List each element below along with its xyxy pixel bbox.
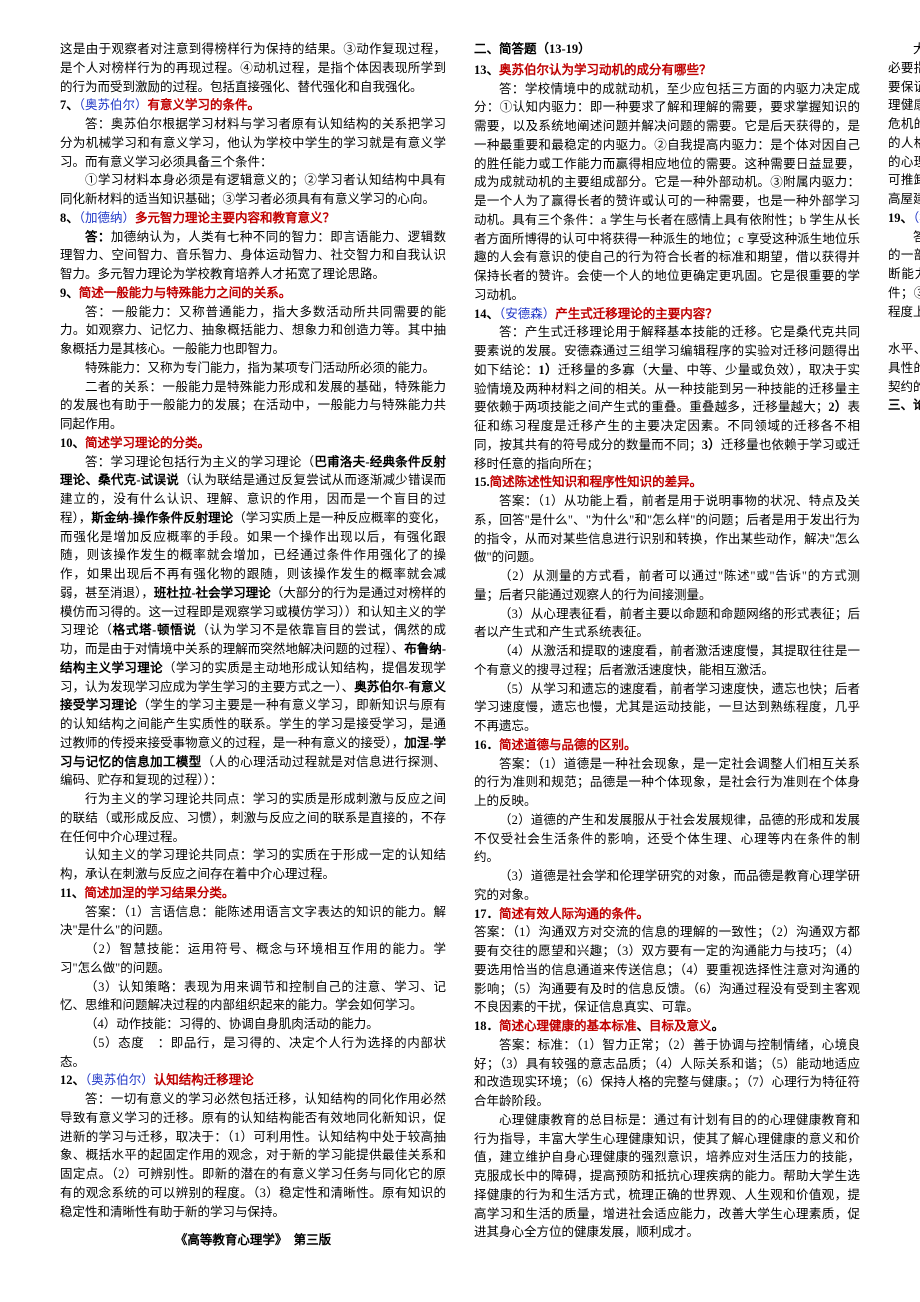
q10-num: 10、 xyxy=(60,436,85,450)
q17-heading: 17．简述有效人际沟通的条件。 xyxy=(474,905,860,924)
q9-a: 答：一般能力：又称普通能力，指大多数活动所共同需要的能力。如观察力、记忆力、抽象… xyxy=(60,303,446,359)
q16-num: 16． xyxy=(474,738,499,752)
q16-b: （2）道德的产生和发展服从于社会发展规律，品德的形成和发展不仅受社会生活条件的影… xyxy=(474,811,860,867)
q7-answer-b: ①学习材料本身必须是有逻辑意义的；②学习者认知结构中具有同化新材料的适当知识基础… xyxy=(60,171,446,209)
q9-heading: 9、简述一般能力与特殊能力之间的关系。 xyxy=(60,284,446,303)
section-title: 《高等教育心理学》 第三版 xyxy=(60,1231,446,1250)
q16-c: （3）道德是社会学和伦理学研究的对象，而品德是教育心理学研究的对象。 xyxy=(474,867,860,905)
q15-heading: 15.简述陈述性知识和程序性知识的差异。 xyxy=(474,473,860,492)
q13-num: 13、 xyxy=(474,63,499,77)
q18-b: 心理健康教育的总目标是：通过有计划有目的的心理健康教育和行为指导，丰富大学生心理… xyxy=(474,1111,860,1242)
q11-title: 简述加涅的学习结果分类。 xyxy=(84,886,234,900)
q8-a-text: 加德纳认为，人类有七种不同的智力：即言语能力、逻辑数理智力、空间智力、音乐智力、… xyxy=(60,230,446,282)
q9-title: 简述一般能力与特殊能力之间的关系。 xyxy=(79,286,292,300)
q14-heading: 14、（安德森）产生式迁移理论的主要内容？ xyxy=(474,305,860,324)
q19-author: （柯尔伯格） xyxy=(913,211,920,225)
q19-a: 答： （1）道德发展与认知发展。认为：①道德的发展是认识发展的一部分；②道德判断… xyxy=(888,228,920,322)
q9-b: 特殊能力：又称为专门能力，指为某项专门活动所必须的能力。 xyxy=(60,359,446,378)
q9-num: 9、 xyxy=(60,286,79,300)
q8-title: 多元智力理论主要内容和教育意义？ xyxy=(135,211,335,225)
q17-num: 17． xyxy=(474,907,499,921)
q10-body: 答：学习理论包括行为主义的学习理论（巴甫洛夫-经典条件反射理论、桑代克-试误说（… xyxy=(60,453,446,791)
section-sub: 二、简答题（13-19） xyxy=(474,40,860,59)
q12-title: 认知结构迁移理论 xyxy=(154,1073,254,1087)
q14-num: 14、 xyxy=(474,307,499,321)
q12-author: （奥苏伯尔） xyxy=(85,1073,154,1087)
q11-b: （2）智慧技能：运用符号、概念与环境相互作用的能力。学习"怎么做"的问题。 xyxy=(60,940,446,978)
q18-heading: 18．简述心理健康的基本标准、目标及意义。 xyxy=(474,1017,860,1036)
q18-c: 大学生心理健康教育的意义在于：①保障大学生身心健康发展的必要指导。健康的心态和良… xyxy=(888,40,920,209)
q19-heading: 19、（柯尔伯格）的道德发展理论（三个水平，六个阶段） xyxy=(888,209,920,228)
q10-b: 行为主义的学习理论共同点：学习的实质是形成刺激与反应之间的联结（或形成反应、习惯… xyxy=(60,790,446,846)
q8-heading: 8、（加德纳）多元智力理论主要内容和教育意义？ xyxy=(60,209,446,228)
q10-heading: 10、简述学习理论的分类。 xyxy=(60,434,446,453)
q14-title: 产生式迁移理论的主要内容？ xyxy=(555,307,718,321)
q10-c: 认知主义的学习理论共同点：学习的实质在于形成一定的认知结构，承认在刺激与反应之间… xyxy=(60,846,446,884)
q15-title: 简述陈述性知识和程序性知识的差异。 xyxy=(490,475,703,489)
q17-a: 答案：（1）沟通双方对交流的信息的理解的一致性；（2）沟通双方都要有交往的愿望和… xyxy=(474,923,860,1017)
q13-heading: 13、奥苏伯尔认为学习动机的成分有哪些？ xyxy=(474,61,860,80)
q11-e: （5）态度 ：即品行，是习得的、决定个人行为选择的内部状态。 xyxy=(60,1034,446,1072)
q11-heading: 11、简述加涅的学习结果分类。 xyxy=(60,884,446,903)
q15-a: 答案：（1）从功能上看，前者是用于说明事物的状况、特点及关系，回答"是什么"、"… xyxy=(474,492,860,567)
q15-e: （5）从学习和遗忘的速度看，前者学习速度快，遗忘也快；后者学习速度慢，遗忘也慢，… xyxy=(474,680,860,736)
q13-a: 答：学校情境中的成就动机，至少应包括三方面的内驱力决定成分：①认知内驱力：即一种… xyxy=(474,80,860,305)
section-3: 三、论述题（1） xyxy=(888,396,920,415)
q7-heading: 7、（奥苏伯尔）有意义学习的条件。 xyxy=(60,96,446,115)
q7-num: 7、 xyxy=(60,98,79,112)
q12-heading: 12、（奥苏伯尔）认知结构迁移理论 xyxy=(60,1071,446,1090)
q9-c: 二者的关系：一般能力是特殊能力形成和发展的基础，特殊能力的发展也有助于一般能力的… xyxy=(60,378,446,434)
intro-paragraph: 这是由于观察者对注意到得榜样行为保持的结果。③动作复现过程，是个人对榜样行为的再… xyxy=(60,40,446,96)
q15-b: （2）从测量的方式看，前者可以通过"陈述"或"告诉"的方式测量；后者只能通过观察… xyxy=(474,567,860,605)
q18-title-b: 目标及意义 xyxy=(649,1019,712,1033)
q8-a-label: 答： xyxy=(85,230,111,244)
q15-c: （3）从心理表征看，前者主要以命题和命题网络的形式表征；后者以产生式和产生式系统… xyxy=(474,605,860,643)
q8-author: （加德纳） xyxy=(79,211,135,225)
q7-answer-a: 答：奥苏伯尔根据学习材料与学习者原有认知结构的关系把学习分为机械学习和有意义学习… xyxy=(60,115,446,171)
q14-author: （安德森） xyxy=(499,307,555,321)
q15-num: 15. xyxy=(474,475,490,489)
q14-a: 答：产生式迁移理论用于解释基本技能的迁移。它是桑代克共同要素说的发展。安德森通过… xyxy=(474,323,860,473)
q12-num: 12、 xyxy=(60,1073,85,1087)
q17-title: 简述有效人际沟通的条件。 xyxy=(499,907,649,921)
q18-a: 答案：标准：（1）智力正常；（2）善于协调与控制情绪，心境良好；（3）具有较强的… xyxy=(474,1036,860,1111)
q18-num: 18． xyxy=(474,1019,499,1033)
q18-title-a: 简述心理健康的基本标准 xyxy=(499,1019,637,1033)
q16-a: 答案：（1）道德是一种社会现象，是一定社会调整人们相互关系的行为准则和规范；品德… xyxy=(474,755,860,811)
q10-title: 简述学习理论的分类。 xyxy=(85,436,210,450)
q15-d: （4）从激活和提取的速度看，前者激活速度慢，其提取往往是一个有意义的搜寻过程；后… xyxy=(474,642,860,680)
q16-title: 简述道德与品德的区别。 xyxy=(499,738,637,752)
q8-num: 8、 xyxy=(60,211,79,225)
q8-answer: 答：加德纳认为，人类有七种不同的智力：即言语能力、逻辑数理智力、空间智力、音乐智… xyxy=(60,228,446,284)
q7-author: （奥苏伯尔） xyxy=(79,98,148,112)
q16-heading: 16．简述道德与品德的区别。 xyxy=(474,736,860,755)
q19-b: （2）道德发展的三个水平、六个阶段模式。三个水平为：前习俗水平、习俗水平、后习俗… xyxy=(888,321,920,396)
q19-num: 19、 xyxy=(888,211,913,225)
q12-a: 答：一切有意义的学习必然包括迁移，认知结构的同化作用必然导致有意义学习的迁移。原… xyxy=(60,1090,446,1221)
q11-d: （4）动作技能：习得的、协调自身肌肉活动的能力。 xyxy=(60,1015,446,1034)
q11-c: （3）认知策略：表现为用来调节和控制自己的注意、学习、记忆、思维和问题解决过程的… xyxy=(60,978,446,1016)
q7-title: 有意义学习的条件。 xyxy=(148,98,261,112)
q11-num: 11、 xyxy=(60,886,84,900)
q11-a: 答案：（1）言语信息：能陈述用语言文字表达的知识的能力。解决"是什么"的问题。 xyxy=(60,903,446,941)
q13-title: 奥苏伯尔认为学习动机的成分有哪些？ xyxy=(499,63,712,77)
